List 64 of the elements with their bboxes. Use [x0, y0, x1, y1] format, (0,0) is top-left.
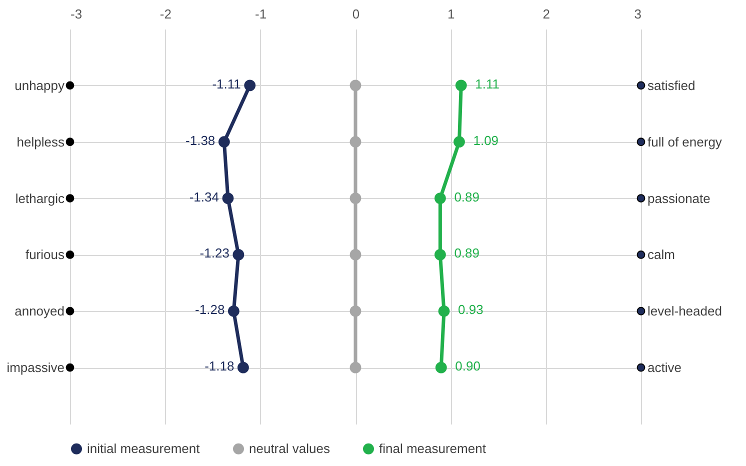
- x-tick-label: 1: [448, 6, 455, 22]
- point: [66, 250, 74, 259]
- data-label: -1.34: [189, 189, 219, 204]
- point: [222, 192, 234, 204]
- point: [228, 305, 240, 317]
- y-tick-label: annoyed: [14, 304, 64, 319]
- point: [636, 250, 646, 259]
- y2-tick-label: passionate: [648, 190, 710, 206]
- point: [636, 138, 646, 146]
- data-label: 0.89: [454, 189, 480, 204]
- data-label: -1.11: [212, 76, 241, 92]
- point: [66, 81, 74, 90]
- point: [636, 81, 646, 90]
- legend-label: neutral values: [249, 440, 330, 456]
- data-label: -1.18: [204, 358, 234, 374]
- point: [350, 249, 362, 260]
- data-label: 1.09: [473, 132, 499, 148]
- data-label: 0.90: [455, 358, 480, 374]
- y2-tick-label: satisfied: [648, 78, 696, 93]
- y-tick-label: unhappy: [14, 78, 65, 93]
- point: [435, 362, 447, 374]
- data-label: 1.11: [475, 76, 500, 92]
- y2-tick-label: calm: [648, 247, 675, 262]
- point: [455, 80, 467, 92]
- data-label: 0.89: [454, 246, 480, 261]
- point: [66, 138, 74, 146]
- point: [636, 194, 646, 202]
- point: [438, 305, 450, 317]
- point: [350, 80, 362, 92]
- point: [218, 136, 230, 148]
- data-label: -1.23: [200, 246, 230, 261]
- point: [66, 306, 74, 316]
- point: [66, 194, 74, 202]
- data-label: 0.93: [458, 302, 484, 318]
- data-label: -1.28: [195, 302, 225, 318]
- point: [350, 192, 362, 204]
- point: [244, 80, 256, 92]
- point: [636, 363, 646, 372]
- x-tick-label: 0: [352, 6, 360, 22]
- x-tick-label: 3: [634, 6, 642, 22]
- y-tick-label: furious: [25, 247, 65, 262]
- x-tick-label: -1: [255, 6, 267, 22]
- legend-label: initial measurement: [87, 440, 200, 456]
- y-tick-label: lethargic: [15, 190, 65, 206]
- point: [350, 362, 362, 374]
- point: [454, 136, 465, 148]
- x-tick-label: -2: [160, 6, 172, 22]
- point: [238, 362, 249, 374]
- point: [66, 363, 74, 372]
- point: [232, 249, 244, 260]
- point: [434, 192, 446, 204]
- point: [636, 306, 646, 316]
- y-tick-label: impassive: [6, 360, 64, 376]
- point: [350, 136, 362, 148]
- x-tick-label: 2: [542, 6, 550, 22]
- y2-tick-label: full of energy: [648, 134, 722, 150]
- y-tick-label: helpless: [16, 134, 65, 150]
- legend-label: final measurement: [379, 440, 486, 456]
- point: [434, 249, 446, 260]
- x-tick-label: -3: [70, 6, 82, 22]
- y2-tick-label: active: [648, 360, 682, 376]
- y2-tick-label: level-headed: [648, 304, 722, 319]
- point: [350, 305, 362, 317]
- data-label: -1.38: [186, 132, 216, 148]
